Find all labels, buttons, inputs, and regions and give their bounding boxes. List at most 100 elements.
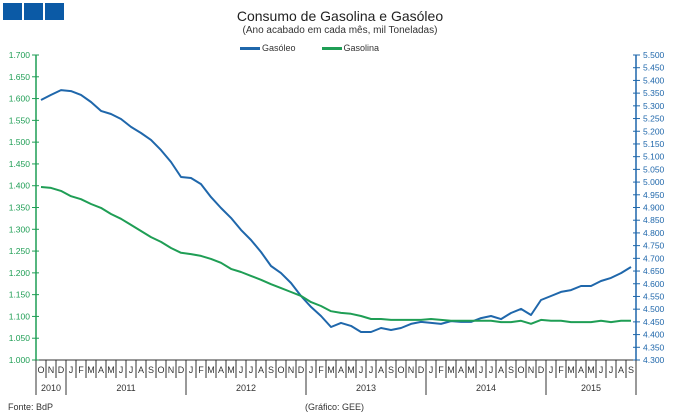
right-tick-label: 4.800 [643, 228, 665, 238]
right-tick-label: 5.050 [643, 164, 665, 174]
legend-swatch [240, 46, 260, 50]
month-label: J [129, 365, 134, 375]
left-tick-label: 1.100 [9, 311, 31, 321]
right-tick-label: 5.350 [643, 88, 665, 98]
chart-title: Consumo de Gasolina e Gasóleo [236, 8, 444, 24]
right-tick-label: 4.450 [643, 317, 665, 327]
month-label: N [168, 365, 175, 375]
left-tick-label: 1.600 [9, 94, 31, 104]
right-tick-label: 4.850 [643, 215, 665, 225]
left-tick-label: 1.000 [9, 355, 31, 365]
left-tick-label: 1.350 [9, 203, 31, 213]
year-label: 2014 [476, 383, 496, 393]
series-line-gasoleo [40, 89, 632, 333]
legend-swatch [321, 46, 342, 50]
right-tick-label: 4.900 [643, 203, 665, 213]
month-label: A [498, 365, 504, 375]
right-tick-label: 4.350 [643, 342, 665, 352]
month-label: A [138, 365, 144, 375]
right-tick-label: 4.700 [643, 253, 665, 263]
month-label: J [249, 365, 254, 375]
month-label: J [599, 365, 604, 375]
right-tick-label: 5.000 [643, 177, 665, 187]
month-label: M [107, 365, 115, 375]
month-label: M [227, 365, 235, 375]
month-label: F [78, 365, 84, 375]
month-label: J [359, 365, 364, 375]
legend-item-gasoleo: Gasóleo [240, 43, 296, 53]
month-label: S [268, 365, 274, 375]
month-label: J [69, 365, 74, 375]
right-tick-label: 4.300 [643, 355, 665, 365]
month-label: J [239, 365, 244, 375]
right-tick-label: 5.250 [643, 114, 665, 124]
year-label: 2012 [236, 383, 256, 393]
month-label: N [288, 365, 295, 375]
month-label: M [587, 365, 595, 375]
right-tick-label: 4.650 [643, 266, 665, 276]
right-tick-label: 4.550 [643, 291, 665, 301]
left-tick-label: 1.700 [9, 50, 31, 60]
left-tick-label: 1.400 [9, 181, 31, 191]
month-label: S [148, 365, 154, 375]
right-tick-label: 4.950 [643, 190, 665, 200]
month-label: S [508, 365, 514, 375]
month-label: M [327, 365, 335, 375]
year-label: 2011 [116, 383, 135, 393]
left-tick-label: 1.200 [9, 268, 31, 278]
logo [3, 3, 64, 20]
month-label: D [418, 365, 425, 375]
month-label: M [347, 365, 355, 375]
month-label: D [538, 365, 545, 375]
series-line-gasolina [40, 186, 631, 325]
month-label: F [198, 365, 204, 375]
left-tick-label: 1.500 [9, 137, 31, 147]
legend-label: Gasóleo [262, 43, 296, 53]
month-label: J [309, 365, 314, 375]
legend-label: Gasolina [343, 43, 380, 53]
month-label: F [438, 365, 444, 375]
legend: Gasóleo Gasolina [240, 43, 379, 53]
right-tick-label: 4.500 [643, 304, 665, 314]
month-label: J [489, 365, 494, 375]
month-label: D [178, 365, 185, 375]
month-label: M [447, 365, 455, 375]
month-label: S [388, 365, 394, 375]
year-label: 2015 [581, 383, 601, 393]
month-label: F [558, 365, 564, 375]
left-tick-label: 1.450 [9, 159, 31, 169]
month-label: J [369, 365, 374, 375]
month-label: M [87, 365, 95, 375]
month-label: M [207, 365, 215, 375]
month-label: J [429, 365, 434, 375]
month-label: J [479, 365, 484, 375]
month-label: S [628, 365, 634, 375]
right-tick-label: 5.300 [643, 101, 665, 111]
year-label: 2010 [41, 383, 61, 393]
right-tick-label: 5.200 [643, 126, 665, 136]
source-note: Fonte: BdP [8, 402, 54, 412]
left-tick-label: 1.550 [9, 115, 31, 125]
legend-item-gasolina: Gasolina [321, 43, 380, 53]
month-label: D [298, 365, 305, 375]
month-label: M [567, 365, 575, 375]
month-label: F [318, 365, 324, 375]
left-tick-label: 1.050 [9, 333, 31, 343]
right-tick-label: 4.750 [643, 241, 665, 251]
month-label: O [37, 365, 44, 375]
month-label: N [408, 365, 415, 375]
month-label: A [618, 365, 624, 375]
month-label: M [467, 365, 475, 375]
month-label: N [48, 365, 55, 375]
left-tick-label: 1.150 [9, 290, 31, 300]
month-label: J [119, 365, 124, 375]
right-tick-label: 5.500 [643, 50, 665, 60]
month-label: A [378, 365, 384, 375]
month-label: O [277, 365, 284, 375]
right-tick-label: 5.100 [643, 152, 665, 162]
right-tick-label: 5.450 [643, 63, 665, 73]
month-label: A [458, 365, 464, 375]
month-label: O [157, 365, 164, 375]
month-label: N [528, 365, 535, 375]
